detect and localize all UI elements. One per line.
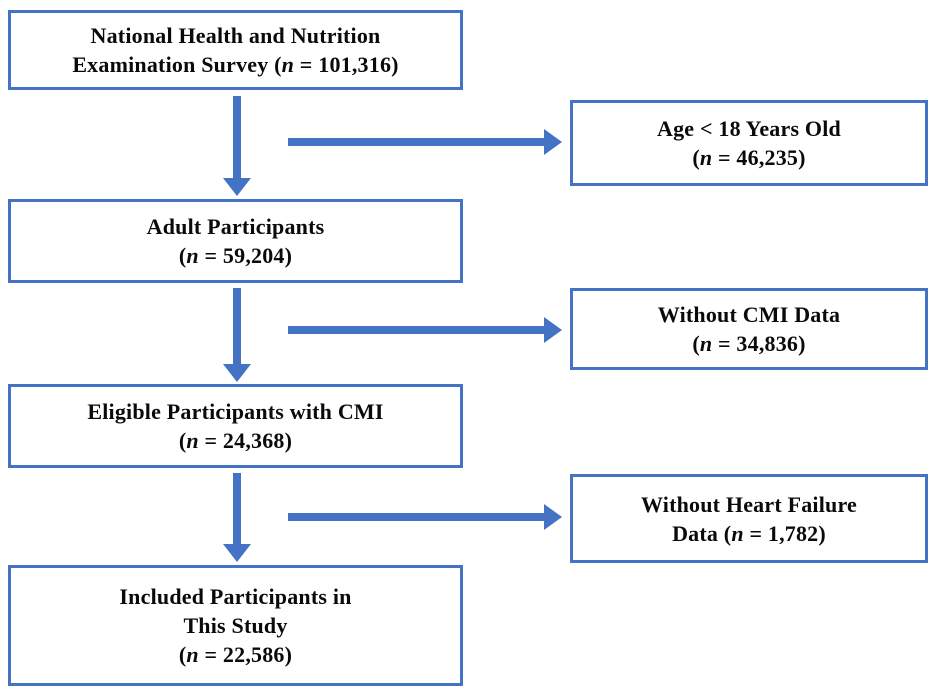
box-eligible-line2-pre: (: [178, 428, 187, 453]
box-nhanes-n: n: [281, 52, 295, 77]
arrow-stem: [288, 326, 544, 334]
box-included-line3-post: = 22,586): [198, 642, 293, 667]
box-age-excluded: Age < 18 Years Old (n = 46,235): [570, 100, 928, 186]
arrow-down-nhanes-to-adult: [223, 96, 251, 196]
arrow-right-to-cmi-excluded: [288, 317, 562, 343]
box-adult-line2-pre: (: [178, 243, 187, 268]
box-adult-line2-post: = 59,204): [198, 243, 293, 268]
box-included-n: n: [186, 642, 199, 667]
box-nhanes-line2-pre: Examination Survey (: [72, 52, 282, 77]
arrow-right-to-hf-excluded: [288, 504, 562, 530]
box-nhanes-line1: National Health and Nutrition: [90, 23, 381, 48]
box-adult-line2: (n = 59,204): [179, 241, 292, 270]
box-eligible-line1: Eligible Participants with CMI: [87, 399, 384, 424]
box-nhanes-line2: Examination Survey (n = 101,316): [72, 50, 398, 79]
box-cmi-line1: Without CMI Data: [657, 302, 841, 327]
box-nhanes-survey: National Health and Nutrition Examinatio…: [8, 10, 463, 90]
box-included-line3: (n = 22,586): [179, 640, 292, 669]
box-cmi-line2: (n = 34,836): [692, 329, 805, 358]
arrow-down-adult-to-eligible: [223, 288, 251, 382]
arrow-stem: [233, 473, 241, 544]
box-eligible-line2: (n = 24,368): [179, 426, 292, 455]
arrow-head-right-icon: [544, 504, 562, 530]
box-included-line2: This Study: [183, 613, 288, 638]
box-eligible-participants: Eligible Participants with CMI (n = 24,3…: [8, 384, 463, 468]
box-hf-line2-pre: Data (: [672, 520, 732, 546]
arrow-stem: [233, 288, 241, 364]
box-adult-n: n: [186, 243, 199, 268]
arrow-stem: [288, 138, 544, 146]
box-adult-line1: Adult Participants: [146, 214, 325, 239]
box-included-line1: Included Participants in: [119, 584, 352, 609]
box-nhanes-line2-post: = 101,316): [294, 52, 399, 77]
arrow-head-down-icon: [223, 364, 251, 382]
box-heart-failure-excluded: Without Heart Failure Data (n = 1,782): [570, 474, 928, 563]
box-age-line2: (n = 46,235): [692, 143, 805, 172]
box-age-line2-pre: (: [692, 145, 700, 170]
box-hf-line1: Without Heart Failure: [640, 491, 858, 517]
box-hf-n: n: [731, 520, 744, 546]
box-eligible-n: n: [186, 428, 199, 453]
arrow-down-eligible-to-included: [223, 473, 251, 562]
box-age-line1: Age < 18 Years Old: [657, 116, 841, 141]
box-included-line3-pre: (: [178, 642, 187, 667]
arrow-head-down-icon: [223, 178, 251, 196]
arrow-right-to-age-excluded: [288, 129, 562, 155]
box-cmi-line2-pre: (: [692, 331, 700, 356]
box-age-line2-post: = 46,235): [712, 145, 806, 170]
arrow-head-right-icon: [544, 317, 562, 343]
box-cmi-excluded: Without CMI Data (n = 34,836): [570, 288, 928, 370]
box-hf-line2: Data (n = 1,782): [672, 519, 826, 548]
arrow-stem: [233, 96, 241, 178]
box-hf-line2-post: = 1,782): [743, 520, 826, 546]
arrow-head-right-icon: [544, 129, 562, 155]
arrow-stem: [288, 513, 544, 521]
box-cmi-n: n: [699, 331, 713, 356]
arrow-head-down-icon: [223, 544, 251, 562]
box-age-n: n: [699, 145, 713, 170]
box-cmi-line2-post: = 34,836): [712, 331, 806, 356]
box-adult-participants: Adult Participants (n = 59,204): [8, 199, 463, 283]
box-included-participants: Included Participants in This Study (n =…: [8, 565, 463, 686]
box-eligible-line2-post: = 24,368): [198, 428, 293, 453]
